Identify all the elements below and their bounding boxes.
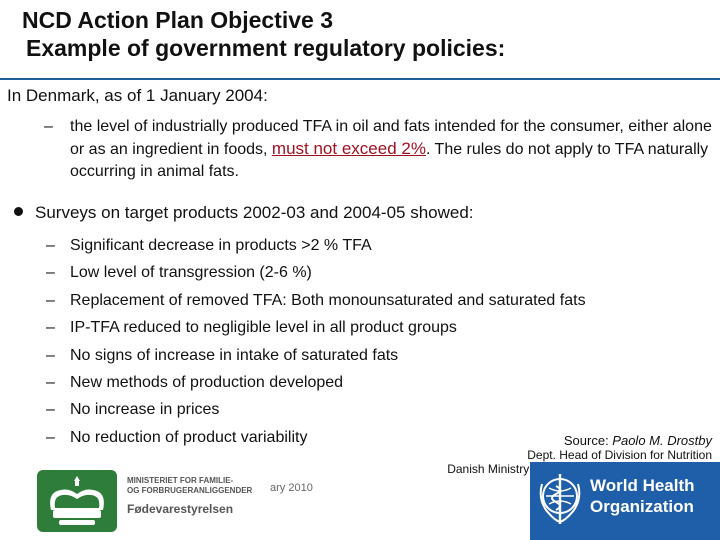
list-item: – IP-TFA reduced to negligible level in a… — [46, 314, 586, 341]
title-line-1: NCD Action Plan Objective 3 — [22, 7, 333, 33]
ministry-line-2: OG FORBRUGERANLIGGENDER — [127, 486, 253, 495]
regulation-text-before: the level of industrially produced TFA i… — [70, 118, 712, 158]
dash-marker: – — [46, 346, 55, 364]
dash-marker: – — [46, 237, 55, 254]
bullet-dot-icon — [14, 207, 23, 217]
finding-text: Significant decrease in products >2 % TF… — [70, 237, 372, 254]
who-name: World Health Organization — [590, 475, 695, 517]
list-item: – New methods of production developed — [46, 369, 586, 396]
title-line-2: Example of government regulatory policie… — [26, 35, 506, 61]
list-item: – No signs of increase in intake of satur… — [46, 342, 586, 369]
finding-text: Replacement of removed TFA: Both monouns… — [70, 291, 586, 309]
dash-marker: – — [46, 374, 55, 392]
source-label: Source: — [563, 433, 613, 448]
agency-name: Fødevarestyrelsen — [127, 502, 234, 516]
list-item: – No reduction of product variability — [46, 424, 586, 451]
regulation-paragraph: – the level of industrially produced TFA… — [44, 116, 714, 183]
surveys-heading: Surveys on target products 2002-03 and 2… — [14, 203, 474, 223]
dash-marker: – — [46, 264, 55, 282]
footer-date: ary 2010 — [270, 482, 313, 494]
dash-marker: – — [46, 291, 55, 309]
findings-list: – Significant decrease in products >2 % T… — [46, 232, 586, 451]
title-divider — [0, 78, 720, 80]
finding-text: No reduction of product variability — [70, 428, 308, 446]
dash-marker: – — [46, 319, 55, 337]
intro-text: In Denmark, as of 1 January 2004: — [7, 86, 268, 105]
source-name: Paolo M. Drostby — [612, 433, 712, 448]
list-item: – Significant decrease in products >2 % T… — [46, 232, 586, 259]
ministry-name: MINISTERIET FOR FAMILIE- OG FORBRUGERANL… — [127, 476, 252, 496]
ministry-logo: MINISTERIET FOR FAMILIE- OG FORBRUGERANL… — [35, 468, 270, 534]
list-item: – Low level of transgression (2-6 %) — [46, 259, 586, 286]
finding-text: IP-TFA reduced to negligible level in al… — [70, 319, 457, 337]
finding-text: Low level of transgression (2-6 %) — [70, 264, 312, 282]
source-line-2: Dept. Head of Division for Nutrition — [527, 448, 712, 462]
finding-text: No signs of increase in intake of satura… — [70, 346, 399, 364]
regulation-limit: must not exceed 2% — [271, 139, 426, 158]
surveys-heading-text: Surveys on target products 2002-03 and 2… — [35, 203, 474, 222]
regulation-text: the level of industrially produced TFA i… — [70, 116, 714, 183]
finding-text: No increase in prices — [70, 401, 220, 419]
who-line-1: World Health — [590, 476, 695, 495]
regulation-text-after: . The rules do not apply to TFA naturall… — [70, 141, 709, 180]
ministry-crest-icon — [37, 470, 117, 532]
dash-marker: – — [44, 118, 53, 135]
finding-text: New methods of production developed — [70, 374, 344, 392]
list-item: – No increase in prices — [46, 396, 586, 423]
source-line-1: Source: Paolo M. Drostby — [447, 434, 712, 448]
dash-marker: – — [46, 401, 55, 419]
ministry-line-1: MINISTERIET FOR FAMILIE- — [127, 476, 234, 485]
who-line-2: Organization — [590, 497, 694, 516]
slide-title: NCD Action Plan Objective 3 Example of g… — [14, 6, 714, 62]
footer: MINISTERIET FOR FAMILIE- OG FORBRUGERANL… — [0, 462, 720, 540]
dash-marker: – — [46, 428, 55, 446]
who-emblem-icon — [539, 474, 581, 524]
list-item: – Replacement of removed TFA: Both monoun… — [46, 287, 586, 314]
who-logo: World Health Organization — [530, 462, 720, 540]
